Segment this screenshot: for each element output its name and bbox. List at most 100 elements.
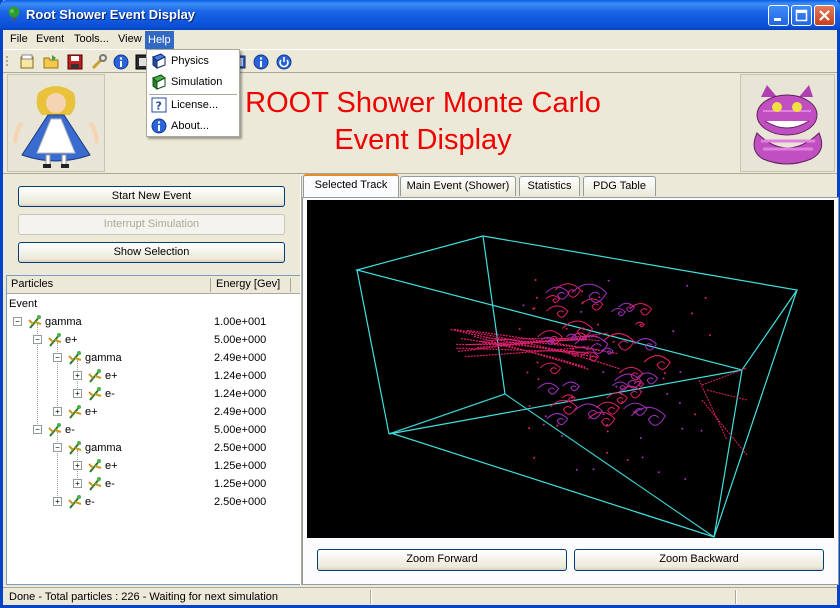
- menu-file[interactable]: File: [10, 33, 28, 45]
- collapse-icon[interactable]: −: [13, 317, 22, 326]
- hit-point: [672, 330, 675, 333]
- menu-bar: File Event Tools... View Help: [3, 30, 837, 50]
- tree-row[interactable]: + e+ 2.49e+000: [7, 403, 301, 421]
- primary-track: [460, 337, 586, 368]
- detector-box: [354, 235, 799, 538]
- col-separator[interactable]: [210, 278, 211, 292]
- secondary-track: [629, 302, 653, 316]
- hit-point: [681, 427, 684, 430]
- interrupt-simulation-button[interactable]: Interrupt Simulation: [18, 214, 285, 235]
- collapse-icon[interactable]: −: [53, 353, 62, 362]
- power-icon[interactable]: [276, 54, 292, 70]
- secondary-track: [540, 336, 555, 345]
- open-folder-icon[interactable]: [43, 54, 59, 70]
- hit-point: [561, 435, 563, 437]
- particle-icon: [88, 387, 102, 401]
- tree-row[interactable]: + e- 1.25e+000: [7, 475, 301, 493]
- expand-icon[interactable]: +: [73, 389, 82, 398]
- menu-item-license[interactable]: ? License...: [147, 95, 239, 115]
- expand-icon[interactable]: +: [53, 497, 62, 506]
- hit-point: [606, 451, 608, 454]
- hit-point: [519, 341, 522, 343]
- collapse-icon[interactable]: −: [53, 443, 62, 452]
- zoom-forward-button[interactable]: Zoom Forward: [317, 549, 567, 571]
- collapse-icon[interactable]: −: [33, 335, 42, 344]
- secondary-track: [631, 406, 667, 426]
- minimize-button[interactable]: [768, 5, 789, 26]
- tab-pdg-table[interactable]: PDG Table: [583, 176, 656, 196]
- hit-point: [606, 424, 609, 426]
- menu-help[interactable]: Help: [145, 31, 174, 49]
- title-bar[interactable]: Root Shower Event Display: [0, 0, 840, 30]
- status-separator: [370, 590, 372, 604]
- help-menu-dropdown: Physics Simulation ? License... About...: [146, 49, 240, 137]
- tab-statistics[interactable]: Statistics: [519, 176, 580, 196]
- expand-icon[interactable]: +: [53, 407, 62, 416]
- box-edge: [482, 235, 506, 395]
- close-button[interactable]: [814, 5, 835, 26]
- save-icon[interactable]: [67, 54, 83, 70]
- tab-panel: Zoom Forward Zoom Backward: [302, 197, 839, 585]
- tree-row[interactable]: − e+ 5.00e+000: [7, 331, 301, 349]
- tab-selected-track[interactable]: Selected Track: [303, 174, 399, 197]
- expand-icon[interactable]: +: [73, 371, 82, 380]
- menu-item-simulation[interactable]: Simulation: [147, 72, 239, 92]
- secondary-track: [561, 320, 594, 338]
- secondary-track: [634, 338, 658, 351]
- hit-point: [639, 437, 642, 439]
- about-info-icon[interactable]: [253, 54, 269, 70]
- tree-row[interactable]: − gamma 1.00e+001: [7, 313, 301, 331]
- expand-icon[interactable]: +: [73, 461, 82, 470]
- col-separator[interactable]: [290, 278, 291, 292]
- menu-item-label: Simulation: [171, 76, 223, 88]
- tree-row[interactable]: + e+ 1.25e+000: [7, 457, 301, 475]
- tree-row[interactable]: − e- 5.00e+000: [7, 421, 301, 439]
- box-back-face: [354, 235, 799, 371]
- col-energy[interactable]: Energy [Gev]: [216, 278, 281, 290]
- particle-icon: [68, 441, 82, 455]
- hit-point: [581, 290, 584, 293]
- tree-root[interactable]: Event: [7, 295, 301, 313]
- secondary-track: [537, 330, 563, 344]
- show-selection-button[interactable]: Show Selection: [18, 242, 285, 263]
- menu-view[interactable]: View: [118, 33, 142, 45]
- new-file-icon[interactable]: [19, 54, 35, 70]
- particle-name: e-: [85, 496, 95, 508]
- tree-row[interactable]: + e- 1.24e+000: [7, 385, 301, 403]
- col-particles[interactable]: Particles: [11, 278, 54, 290]
- menu-event[interactable]: Event: [36, 33, 65, 45]
- zoom-backward-button[interactable]: Zoom Backward: [574, 549, 824, 571]
- particle-tree[interactable]: Particles Energy [Gev] Event − gamma 1.0…: [6, 275, 303, 585]
- start-new-event-button[interactable]: Start New Event: [18, 186, 285, 207]
- panel-splitter[interactable]: [300, 176, 302, 585]
- hit-point: [532, 307, 535, 310]
- tree-row[interactable]: − gamma 2.50e+000: [7, 439, 301, 457]
- secondary-track: [537, 382, 560, 395]
- menu-item-physics[interactable]: Physics: [147, 51, 239, 71]
- tree-row[interactable]: − gamma 2.49e+000: [7, 349, 301, 367]
- hit-point: [528, 427, 531, 430]
- event-viewer-3d[interactable]: [307, 200, 834, 538]
- close-icon: [819, 10, 830, 21]
- hit-point: [598, 296, 601, 299]
- maximize-button[interactable]: [791, 5, 812, 26]
- hit-point: [582, 346, 585, 349]
- tree-row[interactable]: + e+ 1.24e+000: [7, 367, 301, 385]
- secondary-track: [546, 413, 569, 425]
- tools-icon[interactable]: [91, 54, 107, 70]
- menu-item-about[interactable]: About...: [147, 116, 239, 136]
- secondary-track: [545, 286, 570, 300]
- tree-row[interactable]: + e- 2.50e+000: [7, 493, 301, 511]
- tab-main-event[interactable]: Main Event (Shower): [400, 176, 516, 196]
- collapse-icon[interactable]: −: [33, 425, 42, 434]
- hit-point: [615, 385, 618, 388]
- tab-strip: Selected Track Main Event (Shower) Stati…: [302, 174, 839, 197]
- hit-point: [556, 424, 559, 427]
- spray-track: [706, 389, 748, 401]
- expand-icon[interactable]: +: [73, 479, 82, 488]
- menu-tools[interactable]: Tools...: [74, 33, 109, 45]
- hit-point: [536, 361, 539, 364]
- status-separator: [735, 590, 737, 604]
- info-icon[interactable]: [113, 54, 129, 70]
- particle-energy: 2.50e+000: [214, 496, 267, 508]
